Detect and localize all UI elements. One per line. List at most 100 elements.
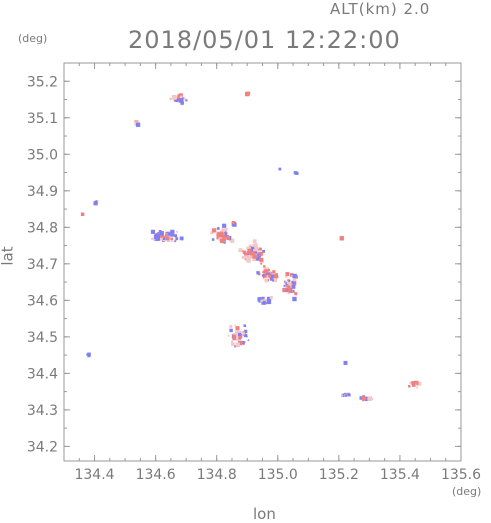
echo-point: [269, 296, 273, 300]
altitude-label: ALT(km) 2.0: [330, 0, 431, 18]
x-tick-label: 135.0: [258, 467, 298, 483]
echo-point: [238, 331, 241, 334]
y-tick-label: 34.7: [27, 257, 58, 273]
echo-point: [416, 386, 419, 389]
y-tick-label: 34.4: [27, 366, 58, 382]
echo-point: [221, 234, 226, 239]
echo-point: [252, 254, 258, 259]
echo-point: [261, 274, 265, 277]
y-unit-label: (deg): [18, 32, 48, 45]
echo-point: [242, 250, 244, 252]
echo-point: [245, 256, 250, 261]
echo-point: [286, 285, 288, 288]
echo-point: [258, 247, 262, 251]
echo-point: [215, 232, 218, 234]
echo-point: [285, 280, 288, 284]
y-tick-label: 34.9: [27, 184, 58, 200]
echo-point: [155, 233, 160, 238]
echo-point: [343, 360, 348, 365]
echo-point: [169, 231, 172, 234]
echo-point: [283, 284, 286, 287]
echo-point: [243, 324, 247, 327]
echo-point: [246, 252, 251, 257]
echo-point: [227, 334, 230, 337]
echo-point: [247, 339, 250, 342]
axis-ticks: 134.4 134.6 134.8 135.0 135.2 135.4 135.6 34.2 3…: [27, 62, 481, 483]
echo-point: [95, 200, 98, 202]
echo-point: [252, 244, 257, 249]
echo-point: [175, 99, 179, 103]
echo-point: [247, 248, 252, 253]
echo-point: [292, 290, 295, 293]
echo-point: [291, 280, 295, 284]
echo-point: [177, 94, 182, 99]
echo-point: [229, 324, 233, 328]
echo-point: [216, 227, 220, 230]
echo-point: [278, 167, 282, 171]
echo-point: [234, 324, 237, 326]
echo-point: [236, 338, 239, 341]
echo-point: [285, 272, 290, 276]
echo-point: [347, 393, 351, 397]
echo-point: [265, 272, 269, 276]
echo-point: [367, 396, 372, 401]
echo-point: [234, 330, 240, 335]
echo-point: [251, 249, 254, 252]
echo-point: [258, 251, 263, 256]
echo-point: [236, 334, 240, 339]
x-tick-label: 135.2: [319, 467, 359, 483]
echo-point: [243, 334, 248, 338]
echo-point: [158, 234, 161, 238]
echo-point: [175, 230, 178, 233]
echo-point: [174, 234, 178, 238]
echo-point: [242, 250, 247, 254]
echo-point: [231, 342, 235, 346]
echo-point: [272, 270, 276, 274]
echo-point: [289, 273, 294, 277]
echo-point: [179, 95, 183, 99]
echo-point: [87, 352, 91, 357]
echo-point: [260, 299, 263, 303]
echo-point: [361, 396, 366, 401]
echo-point: [247, 255, 250, 257]
echo-point: [244, 329, 248, 333]
echo-point: [246, 91, 251, 96]
echo-point: [287, 288, 292, 293]
x-tick-label: 135.6: [441, 467, 481, 483]
echo-point: [220, 231, 224, 235]
echo-point: [262, 249, 265, 253]
echo-point: [172, 95, 177, 101]
echo-point: [234, 345, 237, 348]
echo-point: [218, 233, 222, 237]
echo-point: [249, 255, 253, 258]
echo-point: [170, 236, 173, 239]
echo-point: [244, 341, 246, 344]
echo-point: [417, 381, 422, 386]
y-tick-label: 35.1: [27, 111, 58, 127]
echo-point: [150, 229, 156, 234]
echo-point: [229, 238, 235, 243]
echo-point: [264, 269, 269, 274]
echo-point: [185, 99, 188, 102]
y-tick-label: 34.2: [27, 439, 58, 455]
x-tick-label: 134.8: [197, 467, 237, 483]
echo-point: [166, 233, 169, 236]
echo-point: [170, 240, 173, 243]
echo-point: [275, 275, 279, 279]
echo-point: [252, 249, 255, 252]
echo-point: [371, 397, 374, 401]
echo-point: [153, 237, 158, 242]
echo-point: [292, 277, 297, 282]
echo-point: [273, 277, 278, 283]
echo-point: [344, 392, 347, 395]
echo-point: [345, 394, 348, 397]
data-points: [80, 91, 422, 402]
echo-point: [294, 292, 298, 296]
echo-point: [266, 275, 269, 277]
echo-point: [270, 272, 273, 274]
echo-point: [159, 232, 164, 237]
echo-point: [184, 97, 187, 100]
echo-point: [238, 248, 243, 253]
echo-point: [169, 97, 172, 101]
